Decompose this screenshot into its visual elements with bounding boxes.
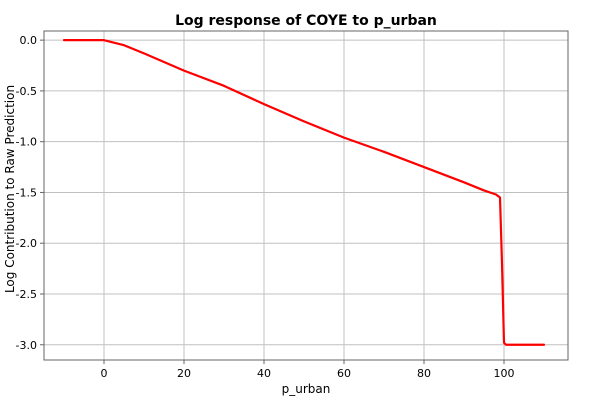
y-tick-label: -3.0	[16, 339, 37, 352]
chart-title: Log response of COYE to p_urban	[175, 13, 437, 29]
x-axis-label: p_urban	[282, 382, 331, 396]
y-tick-label: -1.5	[16, 186, 37, 199]
y-tick-label: -2.0	[16, 237, 37, 250]
x-tick-label: 100	[494, 367, 515, 380]
series-line	[62, 39, 546, 346]
plot-border	[43, 30, 569, 361]
plot-area	[44, 31, 568, 360]
x-tick-label: 60	[337, 367, 351, 380]
y-tick-label: -1.0	[16, 136, 37, 149]
x-tick-label: 20	[177, 367, 191, 380]
y-axis-label: Log Contribution to Raw Prediction	[3, 85, 17, 293]
x-tick-label: 0	[101, 367, 108, 380]
x-axis-ticks: 0 20 40 60 80 100	[101, 360, 515, 380]
y-tick-label: -0.5	[16, 85, 37, 98]
y-tick-label: 0.0	[20, 34, 38, 47]
grid	[44, 31, 568, 360]
x-tick-label: 40	[257, 367, 271, 380]
series-layer	[62, 39, 546, 346]
y-axis-ticks: 0.0 -0.5 -1.0 -1.5 -2.0 -2.5 -3.0	[16, 34, 44, 352]
y-tick-label: -2.5	[16, 288, 37, 301]
x-tick-label: 80	[417, 367, 431, 380]
